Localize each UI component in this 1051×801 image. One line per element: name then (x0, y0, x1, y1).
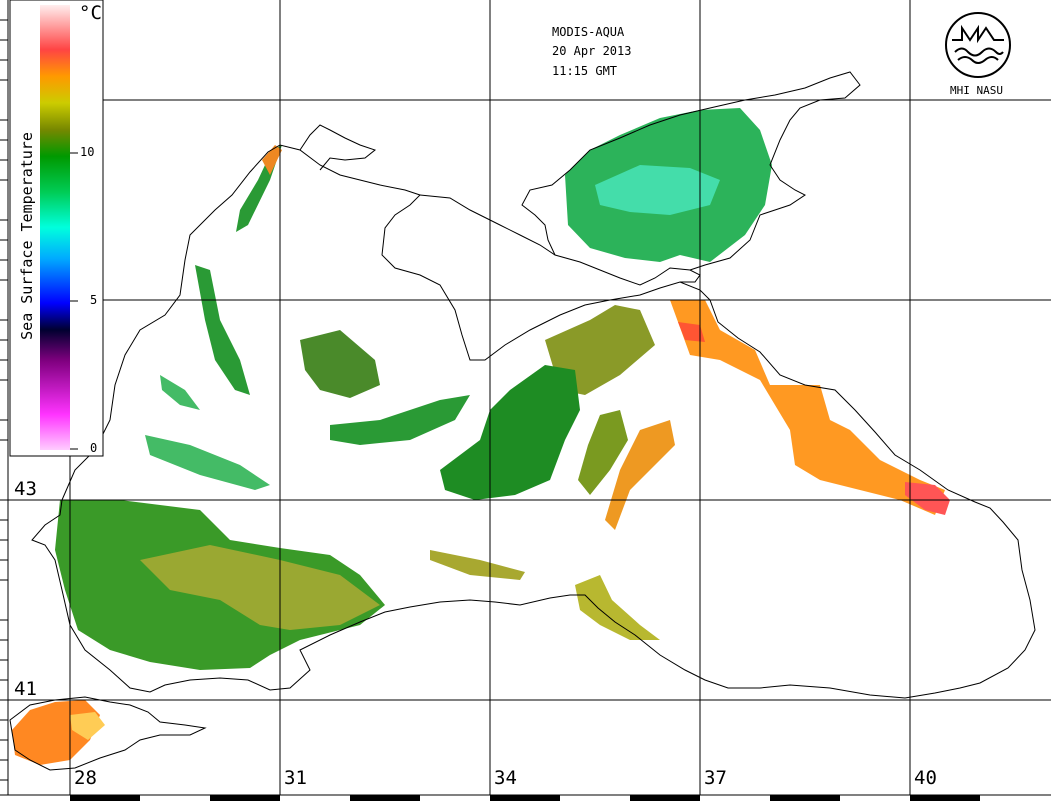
coast-marmara (9, 696, 207, 771)
bottom-scale (0, 794, 1051, 801)
sst-central-strip (578, 410, 628, 495)
lon-label-37: 37 (704, 767, 727, 789)
sst-nw-orange (262, 145, 282, 175)
lat-label-43: 43 (14, 478, 37, 500)
header-time: 11:15 GMT (552, 64, 618, 78)
header-date: 20 Apr 2013 (552, 44, 632, 58)
logo-text: MHI NASU (950, 84, 1003, 97)
sst-marmara-light (70, 712, 105, 740)
sst-azov-cyan (595, 165, 720, 215)
logo-circle (945, 12, 1011, 78)
sst-sw-south-olive (575, 575, 660, 640)
sst-sw-olive (140, 545, 380, 630)
sst-east-orange (670, 300, 945, 515)
lon-label-40: 40 (914, 767, 937, 789)
mhi-nasu-logo (945, 12, 1011, 78)
sst-nw-streak1 (195, 265, 250, 395)
lon-label-28: 28 (74, 767, 97, 789)
sst-sw-strip (430, 550, 525, 580)
coastline (9, 71, 1036, 771)
coast-black-sea (31, 144, 1036, 699)
sst-nw-blob (300, 330, 380, 398)
sst-nw-streak4 (145, 435, 270, 490)
colorbar (9, 0, 104, 457)
lon-label-34: 34 (494, 767, 517, 789)
lat-label-41: 41 (14, 678, 37, 700)
colorbar-ramp (40, 5, 70, 450)
sst-east-red (905, 482, 950, 515)
coast-dnieper (299, 124, 377, 171)
sst-nw-streak5 (160, 375, 200, 410)
colorbar-tick-10: 10 (80, 145, 95, 159)
sst-central-green (440, 365, 580, 500)
header-satellite: MODIS-AQUA (552, 25, 625, 39)
sst-central-orange (605, 420, 675, 530)
coast-azov (521, 71, 861, 271)
colorbar-tick-0: 0 (90, 441, 98, 455)
colorbar-unit: °C (79, 2, 102, 24)
sst-east-red2 (678, 322, 705, 342)
lon-label-31: 31 (284, 767, 307, 789)
left-scale (0, 0, 9, 795)
colorbar-tick-5: 5 (90, 293, 98, 307)
sst-patches (12, 108, 950, 765)
sst-nw-streak3 (330, 395, 470, 445)
